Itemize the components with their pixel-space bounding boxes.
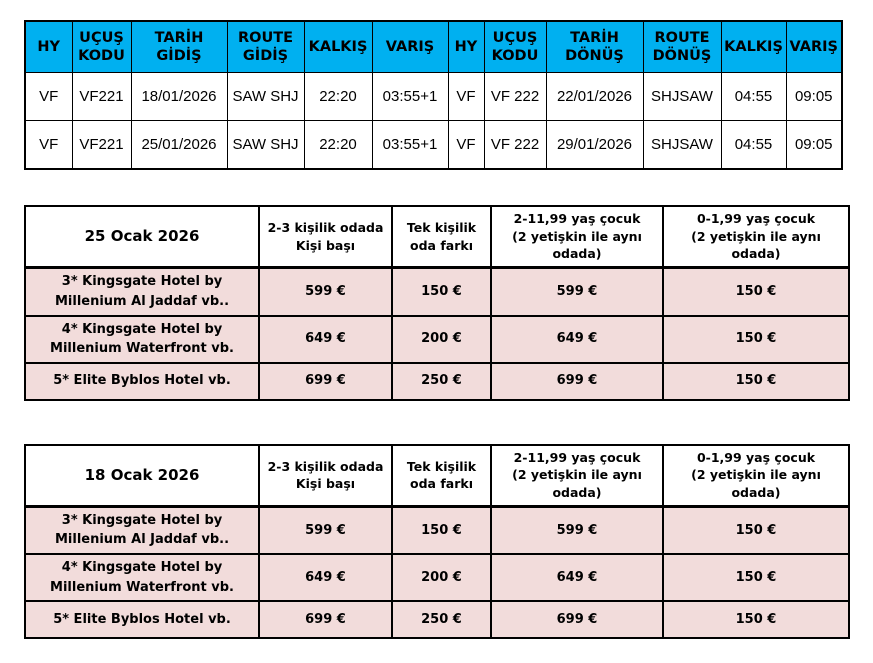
price-cell: 599 € bbox=[258, 505, 393, 555]
price-cell: 150 € bbox=[662, 553, 850, 602]
flight-header-airline-outbound: HY bbox=[24, 20, 73, 73]
price-cell: 250 € bbox=[391, 361, 492, 401]
price-cell: 649 € bbox=[258, 314, 393, 364]
price-cell: 150 € bbox=[391, 505, 492, 555]
price-cell: 150 € bbox=[662, 600, 850, 639]
flight-cell: 04:55 bbox=[720, 72, 787, 121]
flight-row: VF VF221 18/01/2026 SAW SHJ 22:20 03:55+… bbox=[24, 72, 843, 121]
flight-header-departure-return: KALKIŞ bbox=[720, 20, 787, 73]
price-cell: 150 € bbox=[662, 361, 850, 401]
flight-cell: 03:55+1 bbox=[371, 120, 449, 170]
flight-cell: VF221 bbox=[71, 120, 132, 170]
flight-cell: 03:55+1 bbox=[371, 72, 449, 121]
price-header-row: 25 Ocak 2026 2-3 kişilik odada Kişi başı… bbox=[24, 205, 850, 269]
price-header-per-person: 2-3 kişilik odada Kişi başı bbox=[258, 205, 393, 269]
price-table-18-ocak-2026: 18 Ocak 2026 2-3 kişilik odada Kişi başı… bbox=[24, 443, 850, 639]
flight-header-code-outbound: UÇUŞ KODU bbox=[71, 20, 132, 73]
flight-cell: 29/01/2026 bbox=[545, 120, 644, 170]
price-cell: 200 € bbox=[391, 553, 492, 602]
flight-header-arrival-outbound: VARIŞ bbox=[371, 20, 449, 73]
flight-cell: SHJSAW bbox=[642, 72, 722, 121]
price-cell: 649 € bbox=[258, 553, 393, 602]
flight-schedule-table: HY UÇUŞ KODU TARİH GİDİŞ ROUTE GİDİŞ KAL… bbox=[24, 20, 843, 170]
hotel-row: 4* Kingsgate Hotel by Millenium Waterfro… bbox=[24, 553, 850, 602]
flight-header-departure-outbound: KALKIŞ bbox=[303, 20, 373, 73]
price-header-row: 18 Ocak 2026 2-3 kişilik odada Kişi başı… bbox=[24, 443, 850, 508]
price-header-child-0-1: 0-1,99 yaş çocuk (2 yetişkin ile aynı od… bbox=[662, 205, 850, 269]
flight-cell: 09:05 bbox=[785, 72, 843, 121]
flight-cell: VF bbox=[24, 120, 73, 170]
price-cell: 599 € bbox=[258, 266, 393, 317]
flight-header-row: HY UÇUŞ KODU TARİH GİDİŞ ROUTE GİDİŞ KAL… bbox=[24, 20, 843, 73]
flight-header-date-outbound: TARİH GİDİŞ bbox=[130, 20, 228, 73]
flight-cell: VF bbox=[24, 72, 73, 121]
flight-header-airline-return: HY bbox=[447, 20, 485, 73]
hotel-row: 3* Kingsgate Hotel by Millenium Al Jadda… bbox=[24, 266, 850, 317]
price-cell: 599 € bbox=[490, 266, 664, 317]
price-table-25-ocak-2026: 25 Ocak 2026 2-3 kişilik odada Kişi başı… bbox=[24, 205, 850, 401]
flight-header-code-return: UÇUŞ KODU bbox=[483, 20, 547, 73]
hotel-name-cell: 4* Kingsgate Hotel by Millenium Waterfro… bbox=[24, 314, 260, 364]
flight-cell: 09:05 bbox=[785, 120, 843, 170]
price-cell: 699 € bbox=[258, 361, 393, 401]
flight-cell: VF 222 bbox=[483, 72, 547, 121]
price-cell: 599 € bbox=[490, 505, 664, 555]
price-cell: 649 € bbox=[490, 314, 664, 364]
document-page: HY UÇUŞ KODU TARİH GİDİŞ ROUTE GİDİŞ KAL… bbox=[24, 20, 850, 639]
flight-cell: 22:20 bbox=[303, 72, 373, 121]
price-header-child-2-11: 2-11,99 yaş çocuk (2 yetişkin ile aynı o… bbox=[490, 443, 664, 508]
date-cell: 18 Ocak 2026 bbox=[24, 443, 260, 508]
price-cell: 250 € bbox=[391, 600, 492, 639]
flight-cell: 25/01/2026 bbox=[130, 120, 228, 170]
price-cell: 699 € bbox=[258, 600, 393, 639]
flight-cell: VF 222 bbox=[483, 120, 547, 170]
flight-cell: VF bbox=[447, 120, 485, 170]
flight-cell: SAW SHJ bbox=[226, 72, 305, 121]
hotel-row: 5* Elite Byblos Hotel vb. 699 € 250 € 69… bbox=[24, 600, 850, 639]
date-cell: 25 Ocak 2026 bbox=[24, 205, 260, 269]
price-cell: 699 € bbox=[490, 600, 664, 639]
flight-header-route-return: ROUTE DÖNÜŞ bbox=[642, 20, 722, 73]
hotel-row: 5* Elite Byblos Hotel vb. 699 € 250 € 69… bbox=[24, 361, 850, 401]
flight-header-route-outbound: ROUTE GİDİŞ bbox=[226, 20, 305, 73]
price-cell: 699 € bbox=[490, 361, 664, 401]
price-header-child-0-1: 0-1,99 yaş çocuk (2 yetişkin ile aynı od… bbox=[662, 443, 850, 508]
flight-header-date-return: TARİH DÖNÜŞ bbox=[545, 20, 644, 73]
flight-row: VF VF221 25/01/2026 SAW SHJ 22:20 03:55+… bbox=[24, 120, 843, 170]
price-cell: 649 € bbox=[490, 553, 664, 602]
price-cell: 200 € bbox=[391, 314, 492, 364]
hotel-name-cell: 4* Kingsgate Hotel by Millenium Waterfro… bbox=[24, 553, 260, 602]
flight-cell: SAW SHJ bbox=[226, 120, 305, 170]
flight-header-arrival-return: VARIŞ bbox=[785, 20, 843, 73]
price-cell: 150 € bbox=[662, 266, 850, 317]
price-header-single-supplement: Tek kişilik oda farkı bbox=[391, 443, 492, 508]
hotel-row: 4* Kingsgate Hotel by Millenium Waterfro… bbox=[24, 314, 850, 364]
hotel-name-cell: 3* Kingsgate Hotel by Millenium Al Jadda… bbox=[24, 505, 260, 555]
hotel-row: 3* Kingsgate Hotel by Millenium Al Jadda… bbox=[24, 505, 850, 555]
price-cell: 150 € bbox=[662, 314, 850, 364]
hotel-name-cell: 5* Elite Byblos Hotel vb. bbox=[24, 361, 260, 401]
price-header-child-2-11: 2-11,99 yaş çocuk (2 yetişkin ile aynı o… bbox=[490, 205, 664, 269]
flight-cell: VF bbox=[447, 72, 485, 121]
price-header-single-supplement: Tek kişilik oda farkı bbox=[391, 205, 492, 269]
flight-cell: SHJSAW bbox=[642, 120, 722, 170]
flight-cell: VF221 bbox=[71, 72, 132, 121]
hotel-name-cell: 3* Kingsgate Hotel by Millenium Al Jadda… bbox=[24, 266, 260, 317]
flight-cell: 18/01/2026 bbox=[130, 72, 228, 121]
price-header-per-person: 2-3 kişilik odada Kişi başı bbox=[258, 443, 393, 508]
price-cell: 150 € bbox=[391, 266, 492, 317]
flight-cell: 04:55 bbox=[720, 120, 787, 170]
price-cell: 150 € bbox=[662, 505, 850, 555]
flight-cell: 22:20 bbox=[303, 120, 373, 170]
hotel-name-cell: 5* Elite Byblos Hotel vb. bbox=[24, 600, 260, 639]
flight-cell: 22/01/2026 bbox=[545, 72, 644, 121]
